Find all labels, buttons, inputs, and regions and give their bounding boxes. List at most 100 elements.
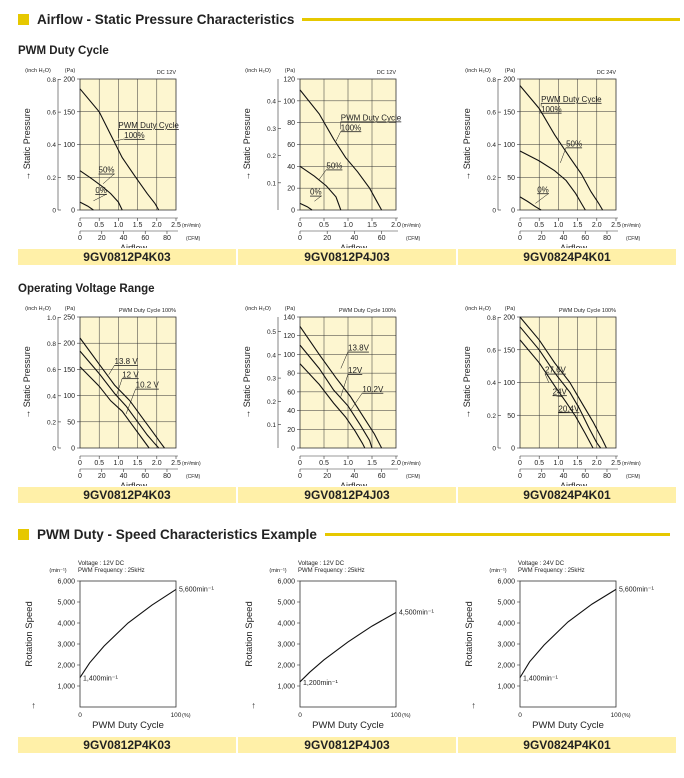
leader-line [535,193,549,204]
series-line [519,150,586,211]
leader-line [102,173,115,184]
y-tick-label: 20 [287,186,295,193]
inch-tick-label: 0.6 [487,110,496,117]
model-label: 9GV0812P4K03 [18,487,236,503]
leader-line [108,365,115,375]
series-line [519,196,542,211]
series-line [519,339,594,449]
y-tick-label: 4,000 [277,621,295,628]
cfm-unit-label: (CFM) [406,236,420,242]
corner-note: DC 24V [597,70,617,76]
y-tick-label: 5,000 [497,600,515,607]
inch-tick-label: 0.4 [47,142,56,149]
inch-tick-label: 0.6 [487,348,496,355]
section-rule [302,18,681,21]
x-tick-label: 2.0 [391,222,401,229]
inch-tick-label: 0.5 [267,329,276,336]
y-tick-label: 50 [507,175,515,182]
y-tick-label: 3,000 [57,642,75,649]
pressure-chart: (inch H₂O) (Pa) DC 12V 0 20 40 60 80 100 120 0.1 0.… [242,68,421,248]
x-tick-label: 2.5 [611,222,621,229]
cfm-tick-label: 60 [581,473,589,480]
corner-note: DC 12V [157,70,177,76]
series-label: 10.2 V [136,381,160,390]
x-axis-title: → Airflow [109,243,148,248]
y-tick-label: 140 [283,315,295,322]
y-tick-label: 3,000 [497,642,515,649]
end-value-label: 5,600min⁻¹ [179,586,214,593]
x-tick-label: 2.5 [611,460,621,467]
y-tick-label: 40 [287,164,295,171]
subtitle-pwm-duty-cycle: PWM Duty Cycle [18,45,109,57]
x-unit-label: (%) [622,713,631,719]
x-tick-label: 1.5 [573,460,583,467]
pressure-chart: (inch H₂O) (Pa) PWM Duty Cycle 100% 0 20 40 60… [242,306,421,486]
x-tick-label: 0.5 [534,222,544,229]
x-tick-label: 1.0 [554,222,564,229]
model-label: 9GV0824P4K01 [458,487,676,503]
inch-tick-label: 0.6 [47,110,56,117]
inch-unit-label: (inch H₂O) [465,306,491,312]
cfm-tick-label: 0 [78,235,82,242]
inch-tick-label: 0.8 [47,77,56,84]
y-tick-label: 50 [507,413,515,420]
series-label: 13.8 V [115,357,139,366]
y-tick-label: 100 [63,393,75,400]
x-tick-label: 100 [611,712,622,719]
y-tick-label: 0 [291,446,295,453]
y-tick-label: 5,000 [277,600,295,607]
inch-tick-label: 0.4 [267,99,276,106]
cfm-tick-label: 60 [581,235,589,242]
x-tick-label: 0 [298,460,302,467]
frequency-note: PWM Frequency : 25kHz [518,568,585,574]
series-line [519,588,617,678]
x-tick-label: 1.0 [554,460,564,467]
series-label: 27.6V [545,366,567,375]
x-tick-label: 2.0 [592,222,602,229]
series-label: 0% [537,185,549,194]
inch-tick-label: 0.2 [47,175,56,182]
y-unit-label: (min⁻¹) [49,568,66,574]
x-tick-label: 1.0 [343,460,353,467]
voltage-note: Voltage : 24V DC [518,561,565,567]
cfm-tick-label: 60 [378,473,386,480]
series-line [79,201,94,211]
cfm-tick-label: 80 [603,235,611,242]
model-label: 9GV0812P4K03 [18,737,236,753]
inch-unit-label: (inch H₂O) [25,306,51,312]
y-tick-label: 100 [503,380,515,387]
cfm-tick-label: 0 [298,473,302,480]
y-axis-title: → Static Pressure [462,108,472,181]
y-unit-label: (min⁻¹) [489,568,506,574]
voltage-note: Voltage : 12V DC [298,561,345,567]
x-tick-label: 0 [78,222,82,229]
cfm-tick-label: 40 [560,473,568,480]
inch-tick-label: 0 [492,208,496,215]
y-tick-label: 200 [503,77,515,84]
x-axis-title: PWM Duty Cycle [92,720,164,731]
series-line [299,165,342,211]
y-tick-label: 120 [283,77,295,84]
pressure-chart: (inch H₂O) (Pa) DC 12V05010015020000.20.40… [22,68,201,248]
plot-area [299,580,397,708]
chart-panel: (inch H₂O) (Pa) DC 12V 0 50 100 150 200 0 0.2 0.4 0… [18,62,236,265]
voltage-note: Voltage : 12V DC [78,561,125,567]
section-rule [324,533,670,536]
series-label: PWM Duty Cycle [541,95,602,104]
m3-unit-label: (m³/min) [622,223,641,229]
section-marker [18,14,29,25]
inch-tick-label: 0.1 [267,180,276,187]
series-label: 100% [124,131,144,140]
x-unit-label: (%) [182,713,191,719]
series-label: 10.2V [362,385,384,394]
inch-tick-label: 0.4 [267,352,276,359]
chart-panel: (inch H₂O) (Pa) PWM Duty Cycle 100% 0 50 100 1… [458,300,676,503]
cfm-unit-label: (CFM) [186,236,200,242]
end-value-label: 5,600min⁻¹ [619,586,654,593]
series-label: 50% [566,139,582,148]
leader-line [544,373,550,383]
x-tick-label: 0.5 [319,222,329,229]
cfm-unit-label: (CFM) [626,474,640,480]
